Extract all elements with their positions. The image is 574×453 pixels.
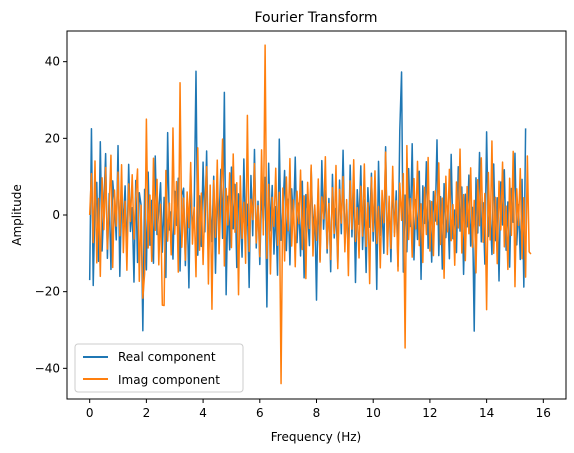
legend-label-imag: Imag component — [118, 373, 220, 387]
y-tick-label: −20 — [35, 285, 60, 299]
chart-title: Fourier Transform — [254, 10, 377, 26]
x-tick-label: 6 — [256, 406, 264, 420]
y-axis: −40 −20 0 20 40 — [35, 55, 67, 375]
y-tick-label: 40 — [45, 55, 60, 69]
x-axis-label: Frequency (Hz) — [271, 430, 362, 444]
legend-label-real: Real component — [118, 350, 216, 364]
series-line-imag — [88, 44, 532, 385]
y-tick-label: 20 — [45, 131, 60, 145]
x-tick-label: 2 — [143, 406, 151, 420]
y-axis-label: Amplitude — [10, 184, 24, 246]
y-tick-label: −40 — [35, 361, 60, 375]
legend: Real component Imag component — [74, 343, 244, 393]
x-tick-label: 0 — [86, 406, 94, 420]
legend-box — [74, 343, 244, 393]
x-axis: 0 2 4 6 8 10 12 14 16 — [86, 399, 551, 420]
y-tick-label: 0 — [52, 208, 60, 222]
x-tick-label: 10 — [366, 406, 381, 420]
x-tick-label: 16 — [536, 406, 551, 420]
x-tick-label: 8 — [313, 406, 321, 420]
x-tick-label: 4 — [199, 406, 207, 420]
x-tick-label: 12 — [422, 406, 437, 420]
x-tick-label: 14 — [479, 406, 494, 420]
